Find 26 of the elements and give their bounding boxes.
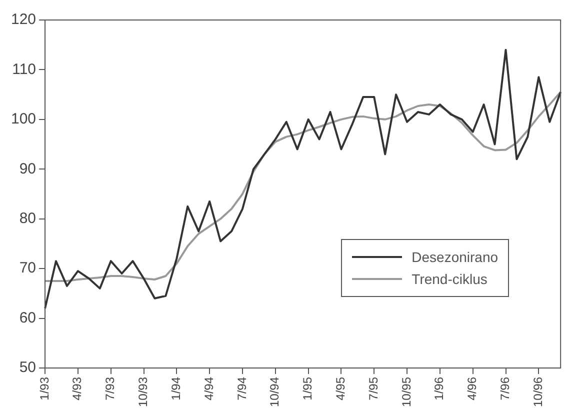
- y-tick-label: 70: [19, 260, 36, 277]
- x-tick-label: 10/96: [530, 376, 545, 407]
- y-tick-label: 80: [19, 210, 36, 227]
- x-tick-label: 7/94: [234, 376, 249, 400]
- x-tick-label: 4/95: [334, 376, 348, 400]
- x-tick-label: 10/94: [268, 376, 282, 407]
- y-tick-label: 120: [10, 11, 36, 28]
- x-tick-label: 10/93: [136, 376, 150, 407]
- legend-label: Desezonirano: [412, 248, 498, 268]
- y-tick-label: 90: [19, 160, 36, 178]
- x-tick-label: 7/93: [103, 376, 118, 400]
- x-tick-label: 10/95: [399, 376, 414, 407]
- y-tick-label: 50: [19, 359, 36, 376]
- x-tick-label: 7/95: [366, 376, 380, 400]
- x-tick-label: 1/94: [168, 376, 183, 400]
- y-tick-label: 60: [19, 309, 36, 326]
- y-tick-label: 100: [10, 110, 36, 128]
- x-tick-label: 1/95: [300, 376, 315, 400]
- legend-label: Trend-ciklus: [412, 270, 488, 290]
- x-tick-label: 4/96: [465, 376, 480, 400]
- x-tick-label: 1/93: [37, 376, 52, 400]
- x-tick-label: 4/93: [70, 376, 84, 400]
- x-tick-label: 4/94: [202, 376, 216, 400]
- y-tick-label: 110: [12, 60, 36, 78]
- x-tick-label: 7/96: [498, 376, 512, 400]
- x-tick-label: 1/96: [432, 376, 446, 400]
